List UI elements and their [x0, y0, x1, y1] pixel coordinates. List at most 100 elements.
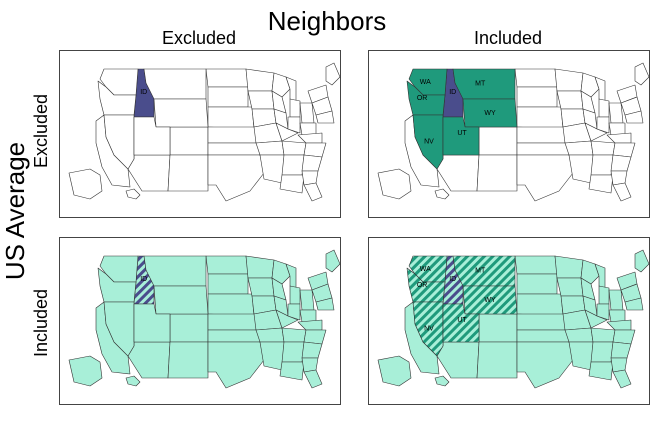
us-map-svg: WA OR ID MT WY NV UT [377, 62, 650, 202]
state-label-id: ID [449, 89, 456, 96]
state-shape [279, 174, 305, 194]
state-shape [247, 277, 275, 297]
state-shape [207, 293, 255, 317]
state-mt [143, 255, 207, 287]
state-or [97, 267, 137, 303]
state-shape [588, 174, 614, 194]
state-shape [287, 116, 301, 134]
state-shape [245, 68, 275, 92]
state-shape [207, 273, 249, 295]
state-shape [303, 182, 323, 202]
state-label-or: OR [417, 95, 428, 102]
state-ut [442, 116, 480, 156]
state-shape [598, 98, 610, 118]
state-label-nv: NV [424, 326, 434, 333]
map-panel-excluded-excluded: ID [59, 50, 341, 218]
state-shape [281, 154, 305, 176]
state-or [406, 267, 446, 303]
state-shape [624, 110, 644, 124]
state-shape [476, 341, 518, 379]
state-nv [103, 114, 135, 170]
state-shape [516, 106, 564, 130]
state-shape [590, 140, 616, 156]
state-shape [315, 297, 335, 311]
map-panel-excluded-included: WA OR ID MT WY NV UT [368, 50, 650, 218]
state-shape [303, 369, 323, 389]
map-panel-included-included: WA OR ID MT WY NV UT [368, 237, 650, 405]
state-shape [127, 341, 171, 379]
state-shape [303, 329, 327, 345]
state-shape [303, 142, 327, 158]
state-shape [377, 168, 412, 200]
state-shape [279, 361, 305, 381]
state-label-wa: WA [420, 266, 431, 273]
state-shape [584, 309, 608, 329]
state-shape [434, 188, 450, 200]
state-shape [207, 341, 265, 389]
state-shape [634, 249, 650, 273]
state-shape [624, 297, 644, 311]
state-shape [516, 154, 574, 202]
state-shape [516, 142, 570, 156]
state-nv [103, 301, 135, 357]
state-shape [514, 255, 558, 275]
state-shape [167, 341, 209, 379]
state-label-id: ID [140, 89, 147, 96]
state-shape [556, 90, 584, 110]
state-shape [516, 329, 570, 343]
state-shape [590, 341, 614, 363]
state-label-nv: NV [424, 139, 434, 146]
state-shape [297, 132, 323, 144]
state-shape [436, 154, 480, 192]
state-shape [610, 341, 632, 359]
state-or [97, 80, 137, 116]
state-nv [412, 114, 444, 170]
state-shape [476, 154, 518, 192]
state-shape [564, 327, 594, 343]
state-label-id: ID [449, 276, 456, 283]
state-shape [608, 289, 624, 311]
state-shape [169, 313, 209, 343]
state-shape [299, 289, 315, 311]
state-shape [478, 313, 518, 343]
state-shape [271, 259, 291, 285]
state-shape [590, 327, 616, 343]
state-shape [281, 341, 305, 363]
state-shape [287, 303, 301, 321]
state-shape [259, 341, 285, 371]
state-shape [596, 116, 610, 134]
state-shape [516, 273, 558, 295]
state-ut [133, 303, 171, 343]
state-shape [516, 126, 566, 144]
state-shape [516, 86, 558, 108]
state-shape [245, 255, 275, 279]
state-shape [612, 369, 632, 389]
state-shape [377, 355, 412, 387]
state-shape [247, 90, 275, 110]
state-shape [297, 319, 323, 331]
map-panel-included-excluded: ID [59, 237, 341, 405]
state-shape [68, 355, 103, 387]
us-map-svg: WA OR ID MT WY NV UT [377, 249, 650, 389]
state-shape [478, 126, 518, 156]
state-label-wa: WA [420, 79, 431, 86]
state-shape [127, 154, 171, 192]
state-shape [259, 154, 285, 184]
state-shape [606, 132, 632, 144]
state-shape [299, 309, 317, 323]
state-shape [205, 255, 249, 275]
us-map-svg: ID [68, 249, 341, 389]
state-nv [412, 301, 444, 357]
state-shape [205, 68, 249, 88]
state-shape [436, 341, 480, 379]
row-label-excluded: Excluded [31, 93, 51, 169]
state-shape [580, 259, 600, 285]
state-wy [462, 285, 518, 315]
state-shape [568, 341, 594, 371]
state-shape [68, 168, 103, 200]
state-wy [462, 98, 518, 128]
state-shape [299, 122, 317, 136]
state-shape [299, 102, 315, 124]
state-shape [608, 122, 626, 136]
state-ut [133, 116, 171, 156]
